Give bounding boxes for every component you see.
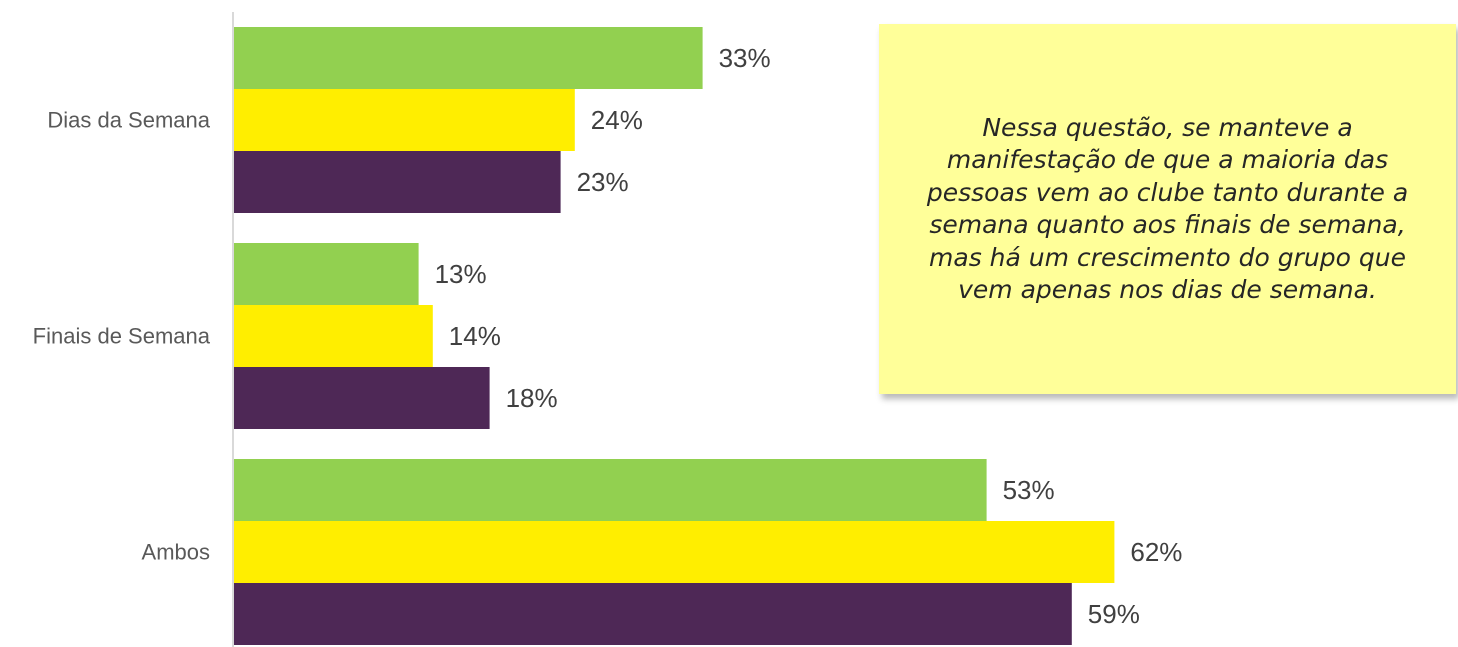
- bar: [234, 521, 1115, 583]
- annotation-note: Nessa questão, se manteve a manifestação…: [879, 24, 1456, 394]
- bar: [234, 27, 703, 89]
- bar-value-label: 18%: [506, 383, 558, 413]
- bar-value-label: 53%: [1003, 475, 1055, 505]
- bar: [234, 151, 561, 213]
- bar: [234, 305, 433, 367]
- bar: [234, 89, 575, 151]
- bar: [234, 367, 490, 429]
- bar-value-label: 23%: [577, 167, 629, 197]
- bar: [234, 243, 419, 305]
- bar: [234, 583, 1072, 645]
- bar-value-label: 33%: [719, 43, 771, 73]
- bar-value-label: 14%: [449, 321, 501, 351]
- bar-value-label: 62%: [1130, 537, 1182, 567]
- annotation-note-text: Nessa questão, se manteve a manifestação…: [926, 112, 1409, 305]
- bar-value-label: 24%: [591, 105, 643, 135]
- bar: [234, 459, 987, 521]
- category-label: Ambos: [142, 540, 210, 565]
- category-label: Dias da Semana: [47, 108, 210, 133]
- category-label: Finais de Semana: [33, 324, 211, 349]
- bar-value-label: 59%: [1088, 599, 1140, 629]
- bar-value-label: 13%: [435, 259, 487, 289]
